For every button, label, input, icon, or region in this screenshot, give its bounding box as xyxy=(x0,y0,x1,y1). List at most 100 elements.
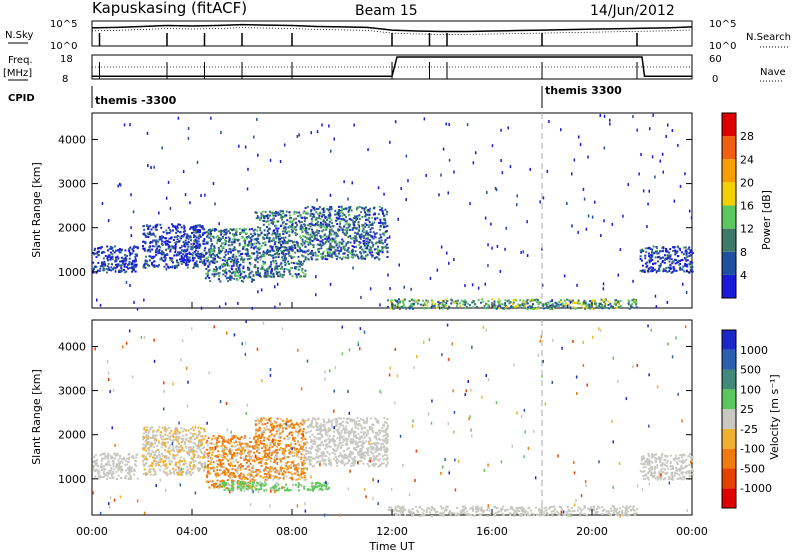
data-cell xyxy=(216,445,219,448)
data-cell xyxy=(399,306,402,309)
data-cell xyxy=(318,247,321,250)
data-cell xyxy=(278,248,281,251)
data-cell xyxy=(430,305,433,309)
data-cell xyxy=(258,272,261,275)
data-cell xyxy=(669,248,672,251)
data-cell xyxy=(311,240,314,242)
data-cell xyxy=(453,258,455,261)
data-cell xyxy=(255,459,258,462)
data-cell xyxy=(256,446,259,449)
data-cell xyxy=(231,454,234,456)
data-cell xyxy=(318,214,321,217)
data-cell xyxy=(369,251,372,254)
data-cell xyxy=(342,228,344,231)
data-cell xyxy=(187,127,190,130)
data-cell xyxy=(387,299,390,302)
data-cell xyxy=(414,300,417,303)
data-cell xyxy=(338,241,341,244)
data-cell xyxy=(330,253,333,256)
data-cell xyxy=(360,246,363,248)
data-cell xyxy=(106,271,108,274)
data-cell xyxy=(283,422,286,425)
data-cell xyxy=(311,232,314,235)
data-cell xyxy=(109,245,112,248)
data-cell xyxy=(163,463,166,466)
data-cell xyxy=(571,302,574,304)
data-cell xyxy=(219,461,222,464)
data-cell xyxy=(210,484,213,486)
data-cell xyxy=(436,268,439,272)
data-cell xyxy=(210,232,212,235)
data-cell xyxy=(235,231,238,233)
data-cell xyxy=(365,206,368,209)
data-cell xyxy=(283,255,286,258)
data-cell xyxy=(196,246,199,249)
data-cell xyxy=(539,301,542,304)
data-cell xyxy=(163,256,166,259)
data-cell xyxy=(265,273,268,276)
data-cell xyxy=(147,437,150,440)
data-cell xyxy=(116,454,119,457)
data-cell xyxy=(209,449,212,452)
data-cell xyxy=(253,232,256,235)
data-cell xyxy=(280,447,282,449)
data-cell xyxy=(681,259,684,261)
data-cell xyxy=(521,304,524,307)
data-cell xyxy=(261,457,264,460)
data-cell xyxy=(182,241,185,244)
data-cell xyxy=(353,215,356,218)
data-cell xyxy=(247,266,249,269)
data-cell xyxy=(223,456,226,459)
data-cell xyxy=(297,486,300,488)
data-cell xyxy=(458,302,461,305)
data-cell xyxy=(187,440,190,443)
data-cell xyxy=(635,306,638,309)
data-cell xyxy=(124,477,127,480)
data-cell xyxy=(329,242,332,245)
data-cell xyxy=(290,245,293,248)
data-cell xyxy=(603,146,605,150)
data-cell xyxy=(156,430,159,433)
data-cell xyxy=(282,220,285,223)
data-cell xyxy=(236,444,239,447)
data-cell xyxy=(220,482,223,484)
data-cell xyxy=(607,304,610,306)
data-cell xyxy=(627,183,629,187)
data-cell xyxy=(358,229,361,232)
data-cell xyxy=(276,220,278,223)
data-cell xyxy=(654,250,657,253)
data-cell xyxy=(158,238,161,241)
data-cell xyxy=(256,435,259,438)
data-cell xyxy=(677,143,679,147)
data-cell xyxy=(152,226,155,229)
data-cell xyxy=(245,237,248,240)
data-cell xyxy=(114,267,117,270)
data-cell xyxy=(311,205,314,208)
data-cell xyxy=(550,304,553,307)
data-cell xyxy=(254,264,257,267)
data-cell xyxy=(170,245,173,248)
data-cell xyxy=(113,266,116,269)
data-cell xyxy=(302,235,305,238)
data-cell xyxy=(349,205,352,208)
data-cell xyxy=(246,482,249,485)
data-cell xyxy=(192,251,195,254)
data-cell xyxy=(580,304,583,307)
data-cell xyxy=(165,232,168,235)
data-cell xyxy=(309,243,312,246)
data-cell xyxy=(367,224,370,227)
data-cell xyxy=(271,451,274,454)
freq-left-label: Freq. xyxy=(8,55,33,66)
data-cell xyxy=(128,465,131,468)
data-cell xyxy=(551,302,554,305)
data-cell xyxy=(231,277,234,279)
data-cell xyxy=(386,251,389,254)
data-cell xyxy=(365,223,368,226)
data-cell xyxy=(569,306,572,309)
data-cell xyxy=(241,228,244,231)
data-cell xyxy=(237,250,240,253)
data-cell xyxy=(595,304,598,307)
data-cell xyxy=(545,305,548,308)
data-cell xyxy=(102,262,105,265)
data-cell xyxy=(352,256,355,259)
